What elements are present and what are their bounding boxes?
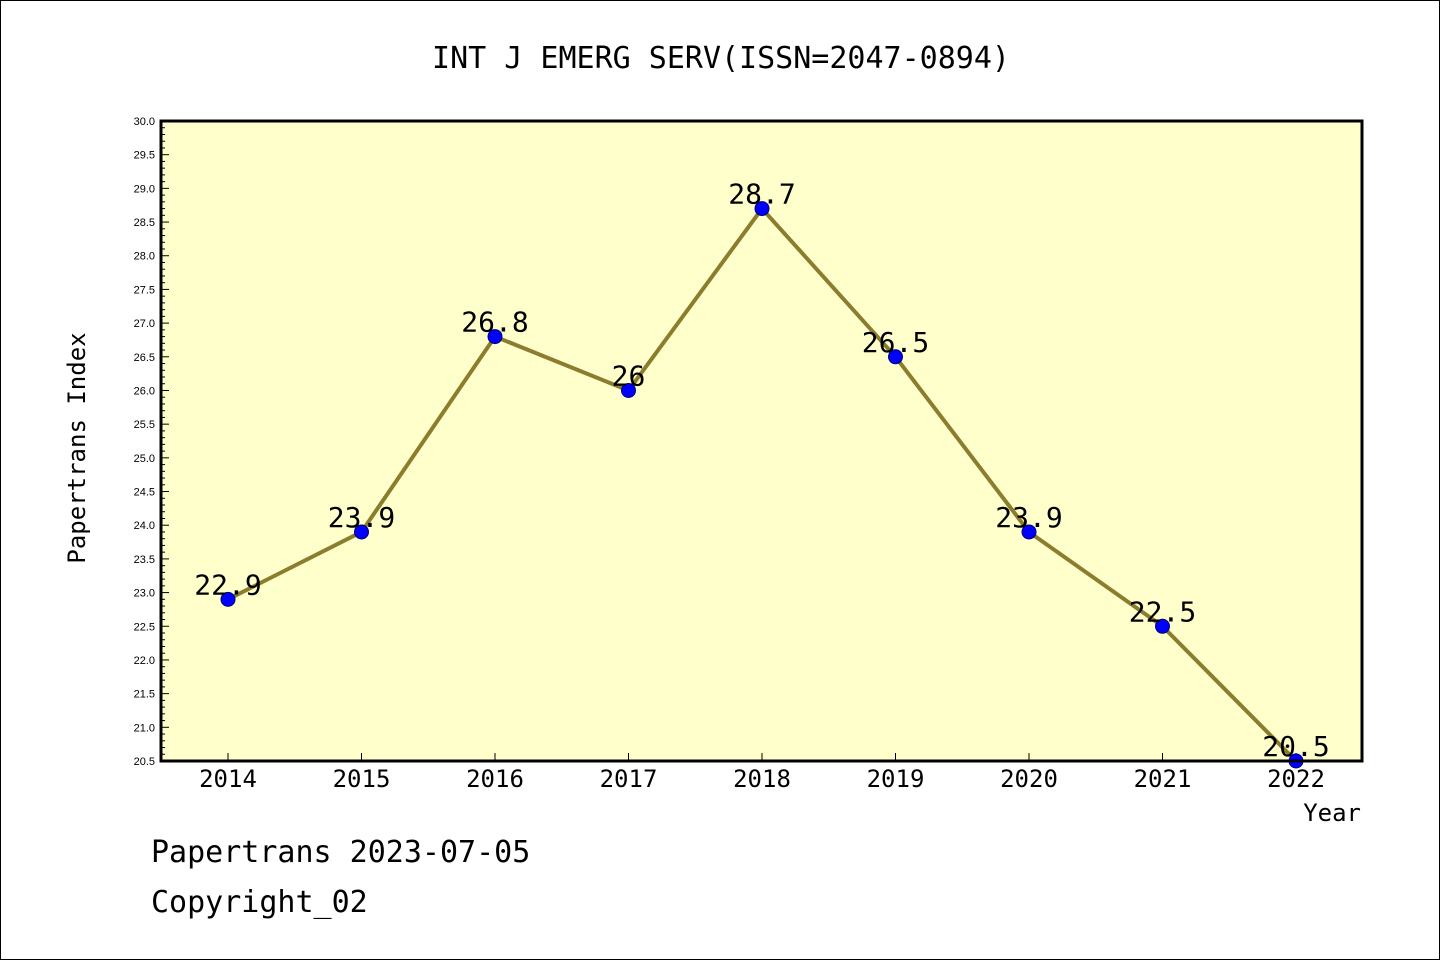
- footer-copyright-text: Copyright_02: [151, 885, 368, 920]
- y-tick-label: 27.0: [134, 318, 155, 330]
- y-tick-label: 28.5: [134, 217, 155, 229]
- data-point: [487, 329, 503, 345]
- y-tick-label: 21.5: [134, 689, 155, 701]
- y-tick-label: 23.5: [134, 554, 155, 566]
- data-label: 20.5: [1262, 730, 1329, 763]
- data-point: [621, 382, 636, 398]
- y-tick-label: 24.5: [134, 487, 155, 499]
- data-point: [1021, 524, 1037, 540]
- x-tick-label: 2014: [199, 765, 257, 793]
- plot-area: [161, 121, 1362, 761]
- data-label: 23.9: [328, 501, 395, 534]
- y-tick-label: 26.0: [134, 385, 155, 397]
- y-tick-label: 29.0: [134, 183, 155, 195]
- y-tick-label: 22.0: [134, 655, 155, 667]
- y-tick-label: 30.0: [134, 116, 155, 128]
- y-tick-label: 23.0: [134, 588, 155, 600]
- data-label: 22.9: [194, 568, 261, 601]
- plot-border: [159, 119, 1364, 763]
- data-point: [220, 591, 236, 607]
- footer-date-text: Papertrans 2023-07-05: [151, 835, 531, 870]
- y-tick-label: 25.0: [134, 453, 155, 465]
- data-point: [354, 524, 369, 540]
- data-label: 26.5: [862, 326, 929, 359]
- x-tick-label: 2022: [1267, 765, 1325, 793]
- data-label: 28.7: [728, 178, 795, 211]
- data-label: 22.5: [1129, 595, 1196, 628]
- x-tick-label: 2019: [867, 765, 925, 793]
- y-tick-label: 25.5: [134, 419, 155, 431]
- x-axis-ticks: 2014 2015 2016 2017 2018 2019 2020 2021 2022: [199, 753, 1325, 793]
- x-tick-label: 2015: [333, 765, 391, 793]
- x-tick-label: 2018: [733, 765, 791, 793]
- data-label: 23.9: [995, 501, 1062, 534]
- series-line-group: 22.9 23.9 26.8 26 28.7 26.5 23.9 22.5 20.5: [194, 178, 1330, 769]
- x-tick-label: 2021: [1134, 765, 1192, 793]
- data-point: [888, 349, 903, 365]
- y-tick-label: 28.0: [134, 251, 155, 263]
- x-tick-label: 2016: [466, 765, 524, 793]
- y-tick-label: 24.0: [134, 520, 155, 532]
- x-axis-label: Year: [1303, 799, 1361, 827]
- x-tick-label: 2020: [1000, 765, 1058, 793]
- y-axis-label: Papertrans Index: [63, 332, 91, 563]
- data-label: 26: [612, 359, 646, 392]
- chart-title: INT J EMERG SERV(ISSN=2047-0894): [432, 41, 1010, 76]
- x-tick-label: 2017: [600, 765, 658, 793]
- data-point: [1155, 618, 1170, 634]
- y-tick-label: 26.5: [134, 352, 155, 364]
- y-tick-label: 29.5: [134, 150, 155, 162]
- y-tick-label: 21.0: [134, 722, 155, 734]
- y-tick-label: 27.5: [134, 284, 155, 296]
- data-point: [754, 201, 770, 217]
- y-axis-ticks: 20.5 21.0 21.5 22.0 22.5 23.0 23.5 24.0 24.5 25.0…: [134, 116, 169, 768]
- y-tick-label: 22.5: [134, 621, 155, 633]
- data-label: 26.8: [461, 306, 528, 339]
- y-tick-label: 20.5: [134, 756, 155, 768]
